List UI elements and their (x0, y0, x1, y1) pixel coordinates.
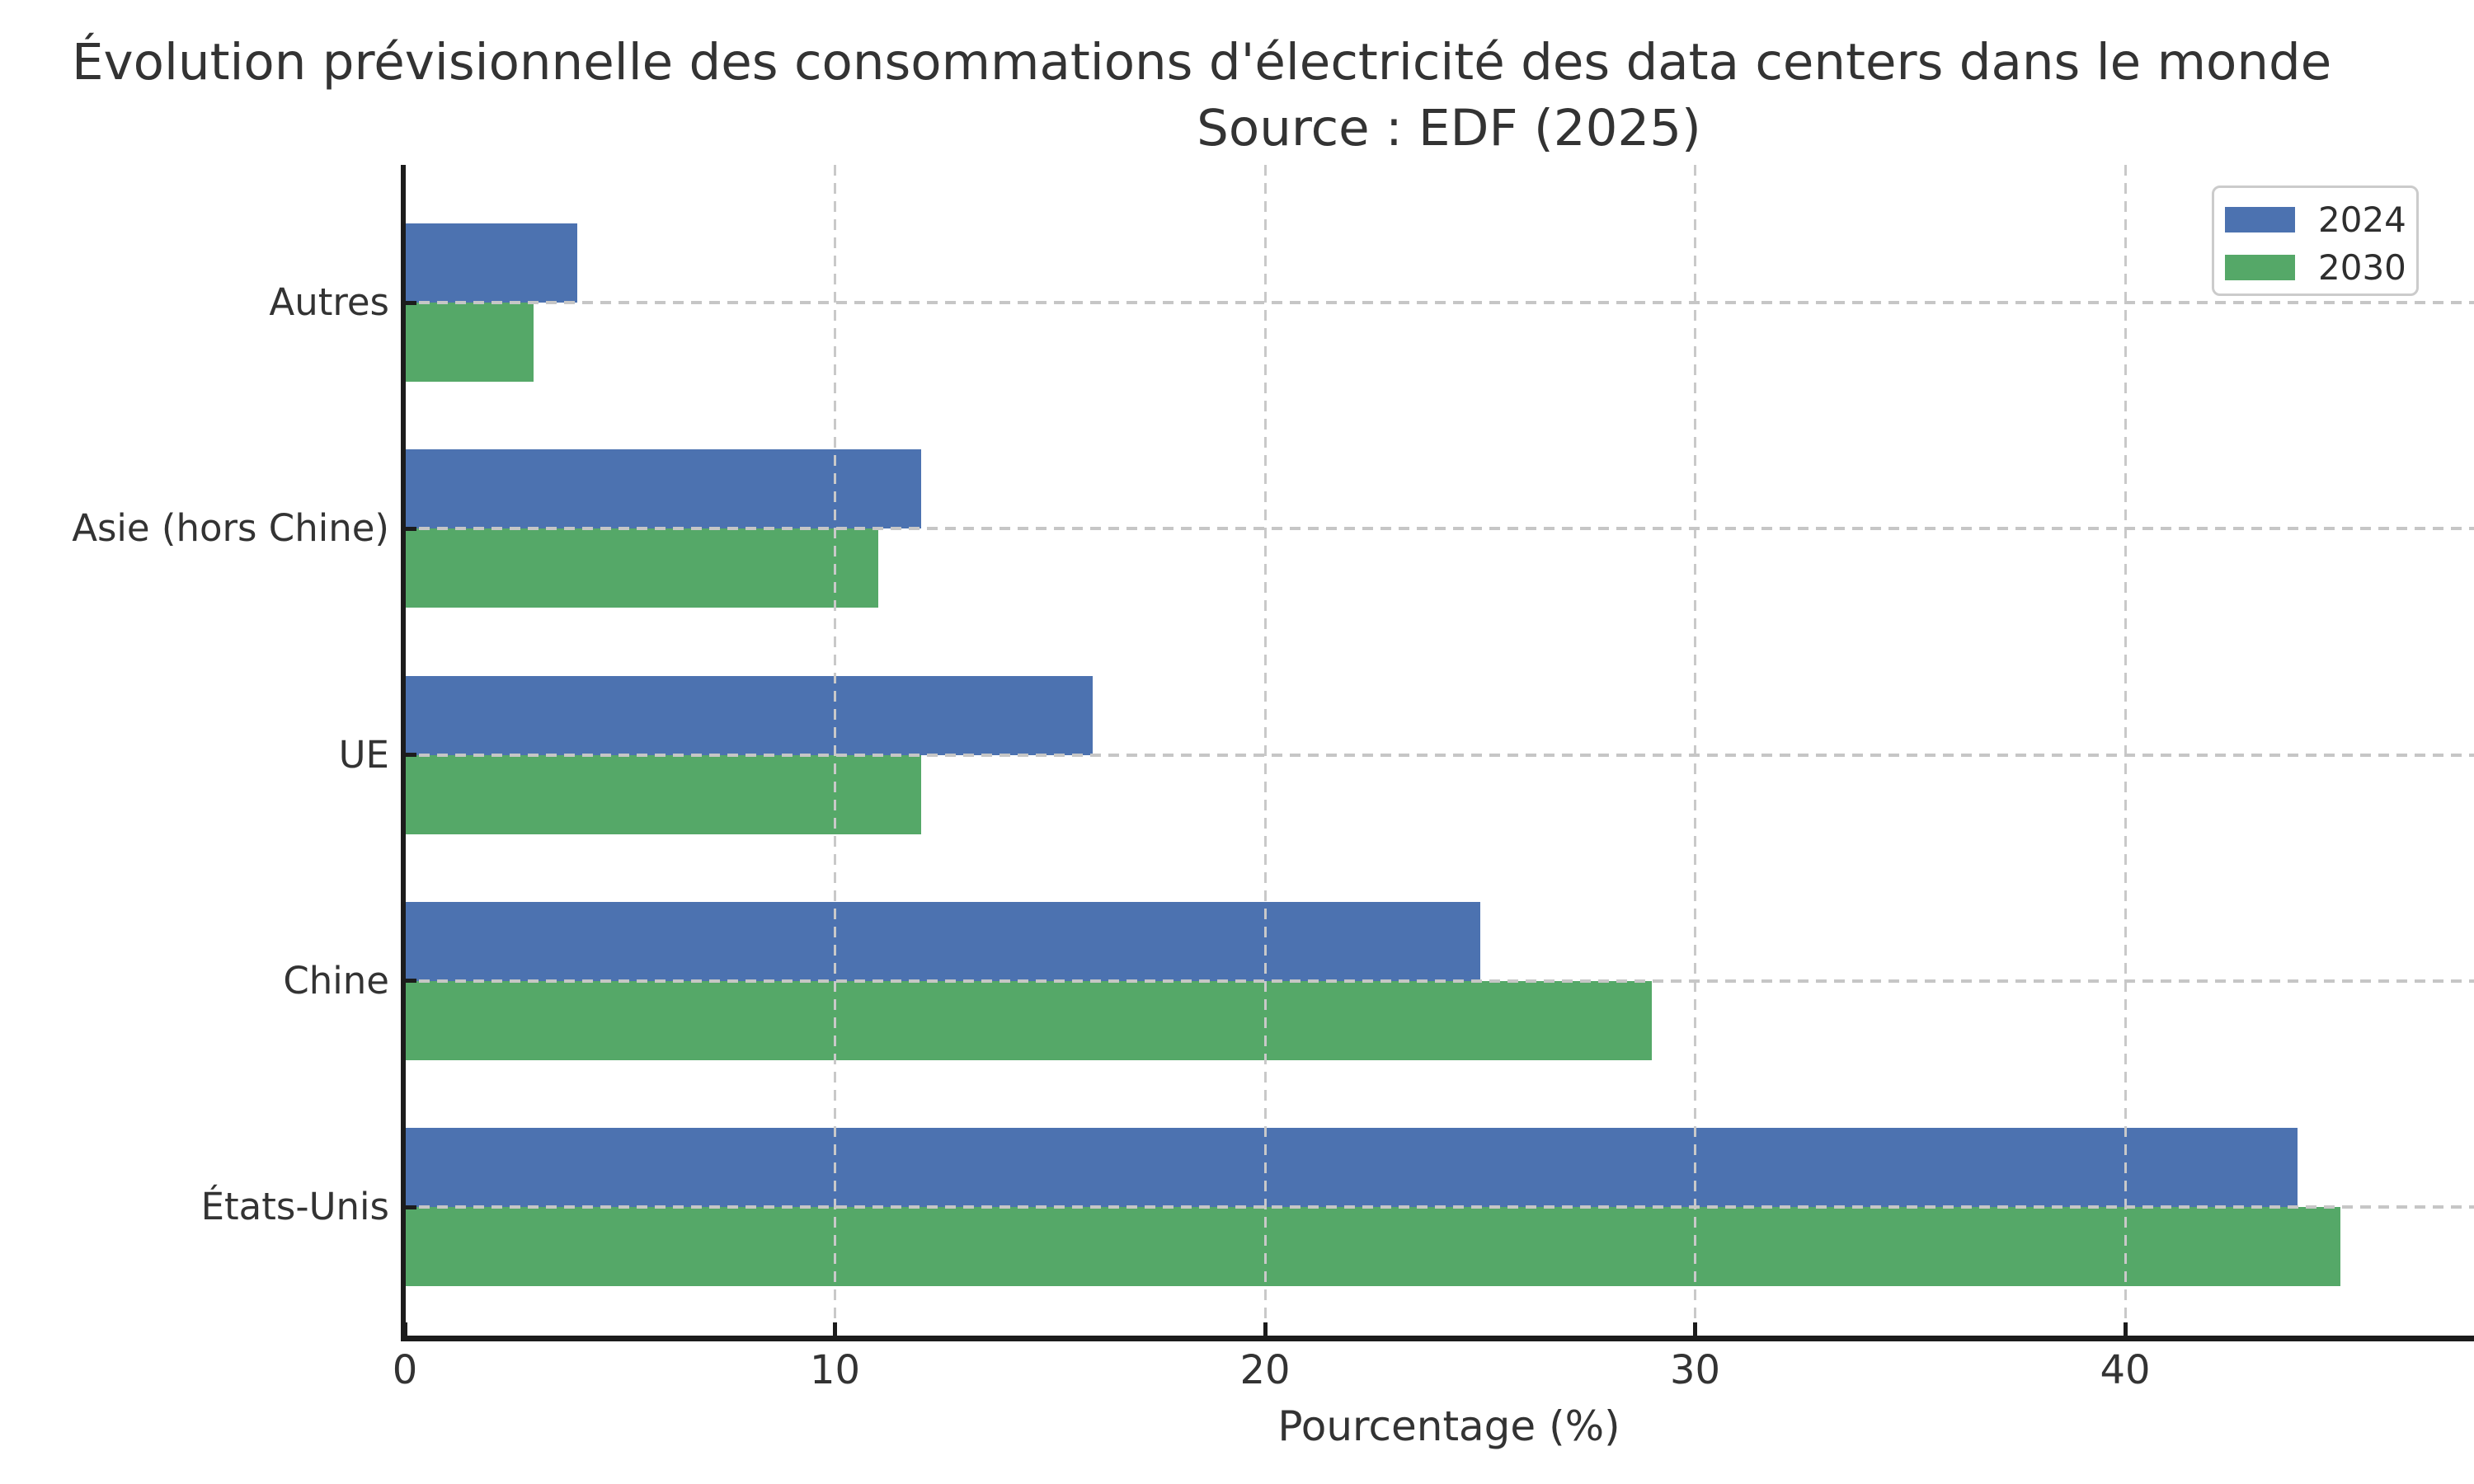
bar-2030-etats-unis (405, 1207, 2340, 1286)
y-tick-ue (402, 753, 416, 757)
bar-2030-ue (405, 754, 921, 834)
legend-item-2030: 2030 (2225, 247, 2416, 288)
bar-2024-chine (405, 901, 1480, 981)
grid-line-y-chine (401, 979, 2474, 983)
grid-line-y-autres (401, 301, 2474, 304)
x-tick-label-20: 20 (1239, 1347, 1291, 1393)
bar-2024-autres (405, 223, 577, 303)
legend-label-2024: 2024 (2318, 199, 2406, 240)
x-tick-0 (402, 1322, 407, 1336)
bar-2030-asie-hors-chine (405, 528, 878, 608)
grid-line-x-30 (1694, 165, 1696, 1336)
x-tick-label-30: 30 (1669, 1347, 1721, 1393)
grid-line-x-40 (2124, 165, 2127, 1336)
bar-2030-autres (405, 303, 534, 382)
legend-item-2024: 2024 (2225, 199, 2416, 240)
y-tick-asie-hors-chine (402, 526, 416, 531)
x-tick-40 (2123, 1322, 2128, 1336)
bar-2030-chine (405, 980, 1652, 1060)
legend: 2024 2030 (2212, 186, 2419, 296)
x-tick-label-40: 40 (2100, 1347, 2151, 1393)
x-axis-spine (401, 1336, 2474, 1341)
y-tick-etats-unis (402, 1205, 416, 1209)
x-tick-20 (1263, 1322, 1268, 1336)
x-tick-10 (833, 1322, 837, 1336)
y-label-chine: Chine (283, 958, 389, 1003)
bar-2024-etats-unis (405, 1128, 2298, 1207)
bar-2024-ue (405, 675, 1093, 755)
y-label-etats-unis: États-Unis (200, 1185, 389, 1228)
x-tick-label-0: 0 (392, 1347, 418, 1393)
x-tick-30 (1693, 1322, 1697, 1336)
grid-line-x-10 (834, 165, 836, 1336)
grid-line-y-ue (401, 753, 2474, 757)
chart-title: Évolution prévisionnelle des consommatio… (72, 33, 2332, 92)
grid-line-y-etats-unis (401, 1205, 2474, 1209)
legend-label-2030: 2030 (2318, 247, 2406, 288)
y-tick-autres (402, 300, 416, 305)
y-label-ue: UE (338, 732, 389, 777)
legend-swatch-2024 (2225, 206, 2295, 232)
x-tick-label-10: 10 (809, 1347, 861, 1393)
legend-swatch-2030 (2225, 254, 2295, 280)
grid-line-x-20 (1263, 165, 1267, 1336)
y-label-asie-hors-chine: Asie (hors Chine) (72, 506, 389, 551)
bar-2024-asie-hors-chine (405, 449, 921, 529)
y-label-autres: Autres (269, 280, 389, 324)
x-axis-label: Pourcentage (%) (1277, 1402, 1620, 1450)
y-tick-chine (402, 979, 416, 984)
grid-line-y-asie-hors-chine (401, 527, 2474, 531)
chart-subtitle: Source : EDF (2025) (1197, 99, 1701, 157)
